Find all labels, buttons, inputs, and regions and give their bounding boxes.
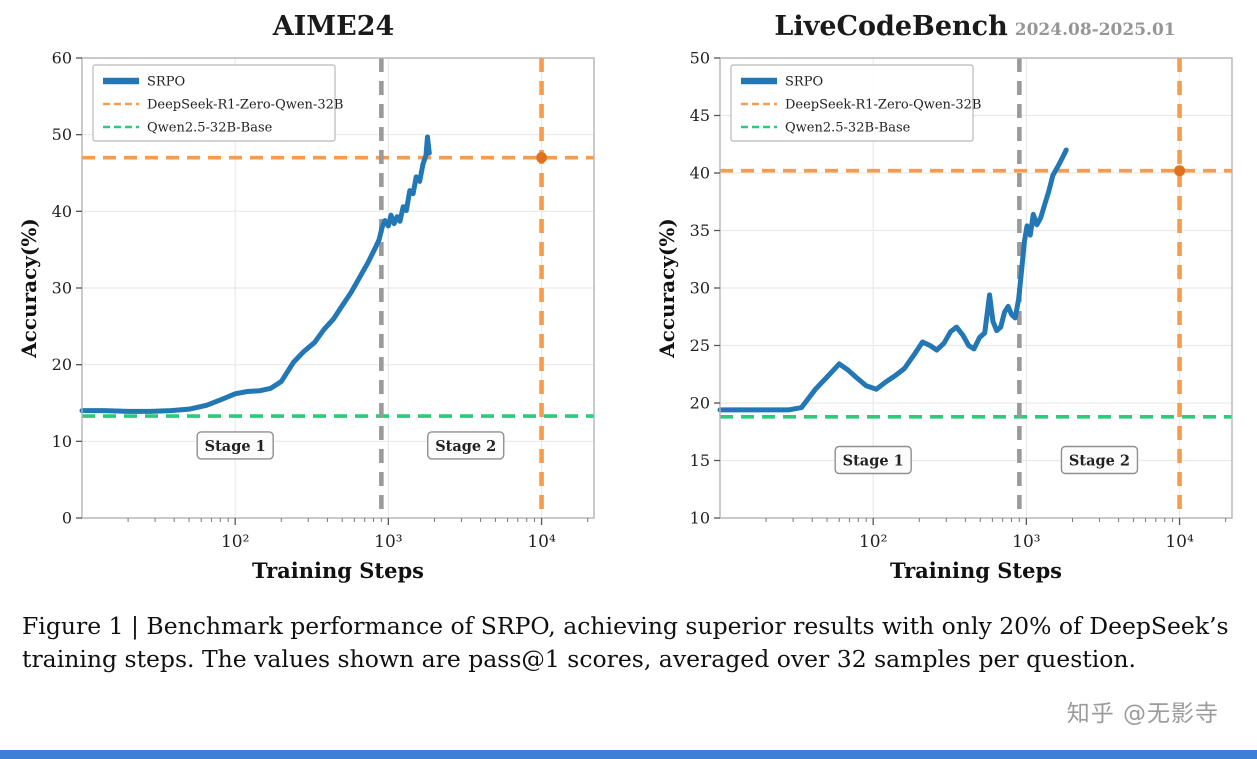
legend: SRPO DeepSeek-R1-Zero-Qwen-32B Qwen2.5-32B… [92, 64, 343, 142]
chart-title-text: LiveCodeBench [774, 11, 1008, 42]
svg-text:SRPO: SRPO [785, 75, 823, 90]
x-axis-label: Training Steps [252, 558, 424, 583]
deepseek-marker [536, 152, 548, 164]
svg-text:10: 10 [52, 432, 72, 451]
svg-text:Qwen2.5-32B-Base: Qwen2.5-32B-Base [785, 121, 911, 136]
charts-row: AIME24 0 10 20 30 40 50 60 10² 10³ 10⁴ Training St… [18, 8, 1248, 598]
svg-text:10⁴: 10⁴ [527, 532, 556, 552]
figure-caption: Figure 1 | Benchmark performance of SRPO… [22, 612, 1229, 674]
svg-text:25: 25 [690, 336, 710, 355]
chart-title-livecodebench: LiveCodeBench 2024.08-2025.01 [656, 8, 1248, 46]
series-SRPO [79, 134, 432, 414]
chart-subtitle-text: 2024.08-2025.01 [1014, 20, 1176, 40]
svg-text:Qwen2.5-32B-Base: Qwen2.5-32B-Base [147, 121, 273, 136]
y-axis-label: Accuracy(%) [18, 218, 41, 359]
x-axis-label: Training Steps [890, 558, 1062, 583]
stage-label: Stage 2 [1060, 445, 1139, 475]
svg-text:DeepSeek-R1-Zero-Qwen-32B: DeepSeek-R1-Zero-Qwen-32B [147, 98, 343, 113]
svg-text:10²: 10² [859, 532, 887, 552]
livecodebench-plot: 10 15 20 25 30 35 40 45 50 10² 10³ 10⁴ Training Step… [656, 49, 1233, 583]
chart-aime24: AIME24 0 10 20 30 40 50 60 10² 10³ 10⁴ Training St… [18, 8, 610, 598]
svg-text:40: 40 [690, 164, 710, 183]
svg-text:Stage 1: Stage 1 [205, 438, 266, 455]
y-axis-label: Accuracy(%) [656, 218, 679, 359]
deepseek-marker [1174, 165, 1186, 177]
svg-text:10³: 10³ [374, 532, 402, 552]
svg-text:SRPO: SRPO [147, 75, 185, 90]
watermark: 知乎 @无影寺 [1066, 701, 1219, 727]
chart-title-text: AIME24 [272, 11, 395, 42]
stage-label: Stage 1 [834, 445, 912, 475]
chart-livecodebench: LiveCodeBench 2024.08-2025.01 10 15 20 25 30 3… [656, 8, 1248, 598]
svg-text:35: 35 [690, 221, 710, 240]
svg-text:45: 45 [690, 106, 710, 125]
legend: SRPO DeepSeek-R1-Zero-Qwen-32B Qwen2.5-32B… [730, 64, 981, 142]
svg-text:Stage 2: Stage 2 [435, 438, 496, 455]
svg-text:Stage 1: Stage 1 [843, 453, 904, 470]
bottom-blue-bar [0, 750, 1257, 759]
svg-text:30: 30 [52, 279, 72, 298]
svg-text:10²: 10² [221, 532, 249, 552]
svg-text:10³: 10³ [1012, 532, 1040, 552]
stage-label: Stage 1 [196, 431, 274, 460]
svg-text:60: 60 [52, 49, 72, 68]
svg-text:20: 20 [52, 355, 72, 374]
svg-text:40: 40 [52, 202, 72, 221]
aime24-plot: 0 10 20 30 40 50 60 10² 10³ 10⁴ Training Steps Accu… [18, 49, 595, 583]
svg-text:0: 0 [62, 509, 72, 528]
stage-label: Stage 2 [427, 431, 505, 460]
series-SRPO [717, 147, 1069, 413]
svg-text:10: 10 [690, 509, 710, 528]
svg-text:10⁴: 10⁴ [1165, 532, 1194, 552]
svg-text:30: 30 [690, 279, 710, 298]
svg-text:Stage 2: Stage 2 [1069, 453, 1130, 470]
svg-text:15: 15 [690, 451, 710, 470]
svg-text:50: 50 [52, 125, 72, 144]
svg-text:50: 50 [690, 49, 710, 68]
chart-title-aime24: AIME24 [18, 8, 610, 46]
svg-text:20: 20 [690, 394, 710, 413]
svg-text:DeepSeek-R1-Zero-Qwen-32B: DeepSeek-R1-Zero-Qwen-32B [785, 98, 981, 113]
